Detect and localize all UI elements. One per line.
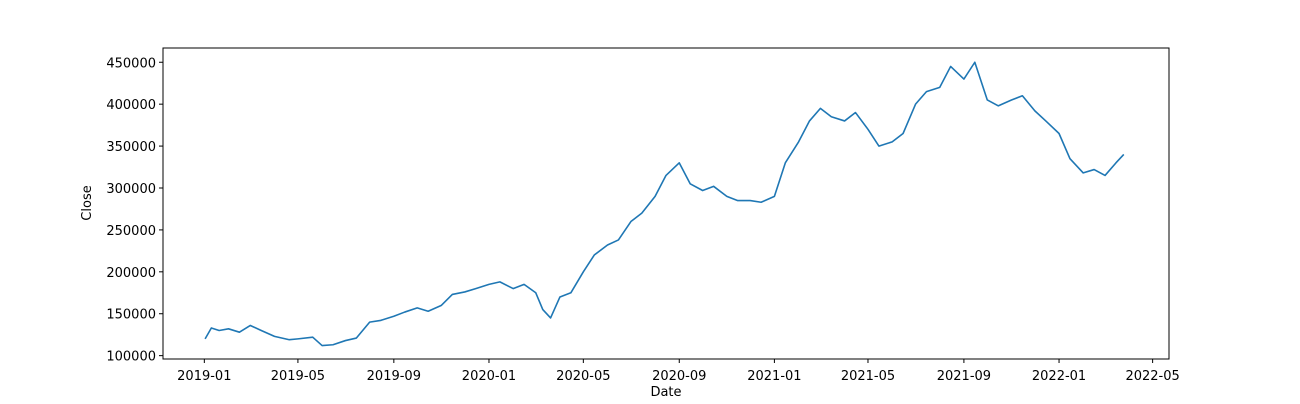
plot-area — [162, 47, 1170, 360]
x-tick-label: 2021-05 — [841, 369, 895, 384]
x-tick-label: 2021-01 — [747, 369, 801, 384]
x-tick-label: 2019-01 — [177, 369, 231, 384]
x-tick-label: 2019-09 — [367, 369, 421, 384]
y-tick-label: 150000 — [106, 308, 156, 323]
y-tick-label: 450000 — [106, 56, 156, 71]
y-tick-label: 350000 — [106, 140, 156, 155]
x-tick-label: 2019-05 — [271, 369, 325, 384]
x-tick-label: 2020-01 — [462, 369, 516, 384]
y-tick-label: 200000 — [106, 266, 156, 281]
y-axis-label: Close — [80, 185, 95, 220]
y-tick-label: 250000 — [106, 224, 156, 239]
y-tick-label: 100000 — [106, 350, 156, 365]
y-tick-label: 300000 — [106, 182, 156, 197]
y-tick-label: 400000 — [106, 98, 156, 113]
x-tick-label: 2022-01 — [1032, 369, 1086, 384]
x-tick-label: 2022-05 — [1125, 369, 1179, 384]
x-tick-label: 2020-09 — [652, 369, 706, 384]
x-tick-label: 2021-09 — [937, 369, 991, 384]
close-price-line — [204, 61, 1125, 347]
x-axis-label: Date — [650, 385, 681, 400]
y-axis: 100000 150000 200000 250000 300000 350000 4000… — [106, 56, 163, 365]
x-axis: 2019-01 2019-05 2019-09 2020-01 2020-05 2020-… — [177, 359, 1180, 384]
x-tick-label: 2020-05 — [556, 369, 610, 384]
